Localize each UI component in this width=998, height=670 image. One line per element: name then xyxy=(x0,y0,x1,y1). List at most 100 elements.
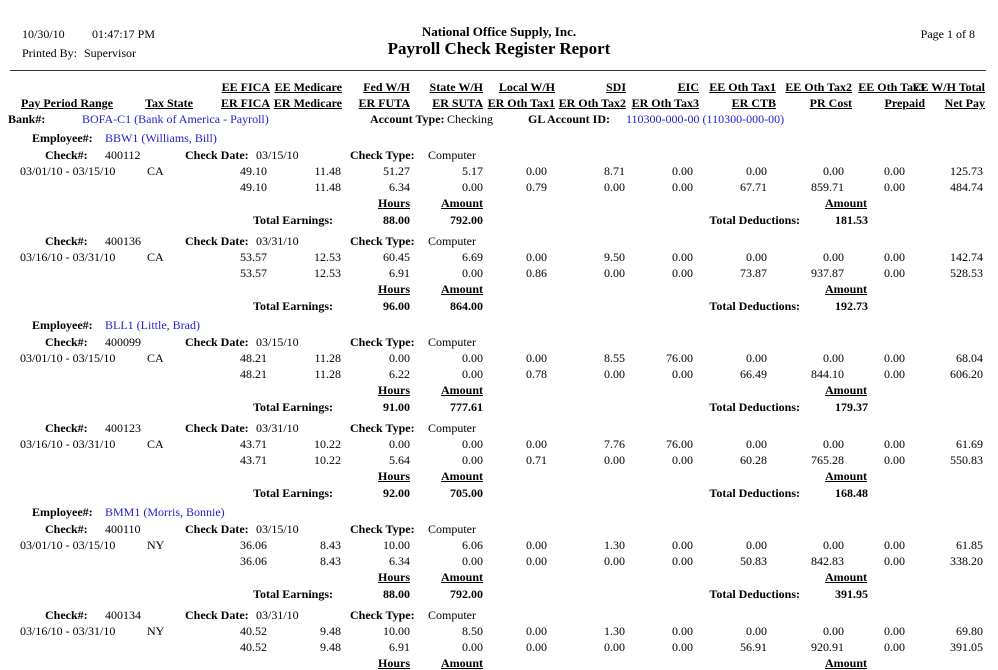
column-header: ER CTB xyxy=(731,96,776,110)
check-date-value: 03/15/10 xyxy=(256,335,299,349)
amount-cell: 0.00 xyxy=(884,250,905,264)
amount-cell: 66.49 xyxy=(740,367,767,381)
amount-cell: 0.79 xyxy=(526,180,547,194)
total-deductions-value: 391.95 xyxy=(835,587,868,601)
total-hours-value: 91.00 xyxy=(383,400,410,414)
amount-cell: 43.71 xyxy=(240,437,267,451)
column-header-tax-state: Tax State xyxy=(145,96,193,110)
amount-cell: 8.71 xyxy=(604,164,625,178)
amount-cell: 0.00 xyxy=(884,180,905,194)
employee-value: BMM1 (Morris, Bonnie) xyxy=(105,505,225,519)
check-number-value: 400099 xyxy=(105,335,141,349)
amount-cell: 0.00 xyxy=(604,180,625,194)
amount-cell: 0.00 xyxy=(526,640,547,654)
amount-cell: 765.28 xyxy=(811,453,844,467)
amount-cell: 11.48 xyxy=(314,164,341,178)
pay-period-range: 03/16/10 - 03/31/10 xyxy=(20,437,116,451)
amount-cell: 0.00 xyxy=(884,624,905,638)
amount-cell: 920.91 xyxy=(811,640,844,654)
amount-cell: 550.83 xyxy=(950,453,983,467)
amount-cell: 6.91 xyxy=(389,266,410,280)
amount-cell: 76.00 xyxy=(666,437,693,451)
amount-cell: 0.00 xyxy=(672,266,693,280)
amount-cell: 5.17 xyxy=(462,164,483,178)
amount-cell: 12.53 xyxy=(314,266,341,280)
amount-cell: 0.00 xyxy=(746,164,767,178)
amount-cell: 937.87 xyxy=(811,266,844,280)
amount-cell: 36.06 xyxy=(240,538,267,552)
amount-cell: 0.00 xyxy=(884,367,905,381)
total-deductions-value: 168.48 xyxy=(835,486,868,500)
amount-cell: 6.91 xyxy=(389,640,410,654)
amount-cell: 8.50 xyxy=(462,624,483,638)
amount-cell: 6.34 xyxy=(389,554,410,568)
total-hours-value: 96.00 xyxy=(383,299,410,313)
amount-cell: 53.57 xyxy=(240,266,267,280)
column-header: EIC xyxy=(677,80,699,94)
amount-cell: 0.00 xyxy=(823,164,844,178)
check-type-value: Computer xyxy=(428,421,476,435)
amount-cell: 0.00 xyxy=(526,250,547,264)
amount-cell: 43.71 xyxy=(240,453,267,467)
amount-cell: 0.00 xyxy=(604,640,625,654)
amount-cell: 0.00 xyxy=(389,351,410,365)
total-hours-value: 88.00 xyxy=(383,587,410,601)
amount-cell: 10.00 xyxy=(383,538,410,552)
amount-cell: 69.80 xyxy=(956,624,983,638)
total-earnings-value: 777.61 xyxy=(450,400,483,414)
check-number-label: Check#: xyxy=(45,148,88,162)
amount-column-label: Amount xyxy=(440,196,483,210)
amount-cell: 0.00 xyxy=(884,538,905,552)
amount-cell: 606.20 xyxy=(950,367,983,381)
pay-period-range: 03/01/10 - 03/15/10 xyxy=(20,351,116,365)
column-header: EE Medicare xyxy=(274,80,342,94)
amount-cell: 0.78 xyxy=(526,367,547,381)
amount-cell: 0.00 xyxy=(526,624,547,638)
amount-cell: 0.00 xyxy=(604,266,625,280)
check-number-value: 400110 xyxy=(105,522,141,536)
amount-cell: 0.00 xyxy=(746,437,767,451)
amount-cell: 0.00 xyxy=(604,453,625,467)
amount-cell: 50.83 xyxy=(740,554,767,568)
total-earnings-label: Total Earnings: xyxy=(253,587,333,601)
column-header: State W/H xyxy=(429,80,483,94)
amount-cell: 8.43 xyxy=(320,538,341,552)
amount-cell: 10.22 xyxy=(314,437,341,451)
amount-cell: 0.00 xyxy=(823,250,844,264)
amount-cell: 51.27 xyxy=(383,164,410,178)
amount-column-label: Amount xyxy=(824,570,867,584)
check-date-label: Check Date: xyxy=(185,522,249,536)
employee-value: BBW1 (Williams, Bill) xyxy=(105,131,217,145)
pay-period-range: 03/16/10 - 03/31/10 xyxy=(20,624,116,638)
amount-cell: 10.22 xyxy=(314,453,341,467)
gl-account-value: 110300-000-00 (110300-000-00) xyxy=(626,112,785,126)
check-type-label: Check Type: xyxy=(350,148,415,162)
amount-cell: 40.52 xyxy=(240,640,267,654)
employee-value: BLL1 (Little, Brad) xyxy=(105,318,200,332)
check-type-value: Computer xyxy=(428,234,476,248)
pay-period-range: 03/16/10 - 03/31/10 xyxy=(20,250,116,264)
amount-cell: 528.53 xyxy=(950,266,983,280)
column-header: EE Oth Tax2 xyxy=(785,80,852,94)
pay-period-range: 03/01/10 - 03/15/10 xyxy=(20,164,116,178)
amount-cell: 48.21 xyxy=(240,351,267,365)
amount-cell: 0.00 xyxy=(746,538,767,552)
amount-cell: 0.00 xyxy=(462,640,483,654)
amount-cell: 0.00 xyxy=(884,453,905,467)
check-type-value: Computer xyxy=(428,522,476,536)
amount-cell: 0.00 xyxy=(746,624,767,638)
header-divider xyxy=(10,70,986,71)
check-date-label: Check Date: xyxy=(185,608,249,622)
amount-cell: 8.55 xyxy=(604,351,625,365)
amount-cell: 125.73 xyxy=(950,164,983,178)
amount-cell: 10.00 xyxy=(383,624,410,638)
amount-cell: 61.69 xyxy=(956,437,983,451)
total-earnings-value: 792.00 xyxy=(450,213,483,227)
company-name: National Office Supply, Inc. xyxy=(421,24,577,39)
amount-cell: 0.00 xyxy=(672,250,693,264)
check-number-value: 400134 xyxy=(105,608,141,622)
check-number-value: 400123 xyxy=(105,421,141,435)
check-date-label: Check Date: xyxy=(185,148,249,162)
amount-cell: 60.28 xyxy=(740,453,767,467)
employee-label: Employee#: xyxy=(32,505,93,519)
